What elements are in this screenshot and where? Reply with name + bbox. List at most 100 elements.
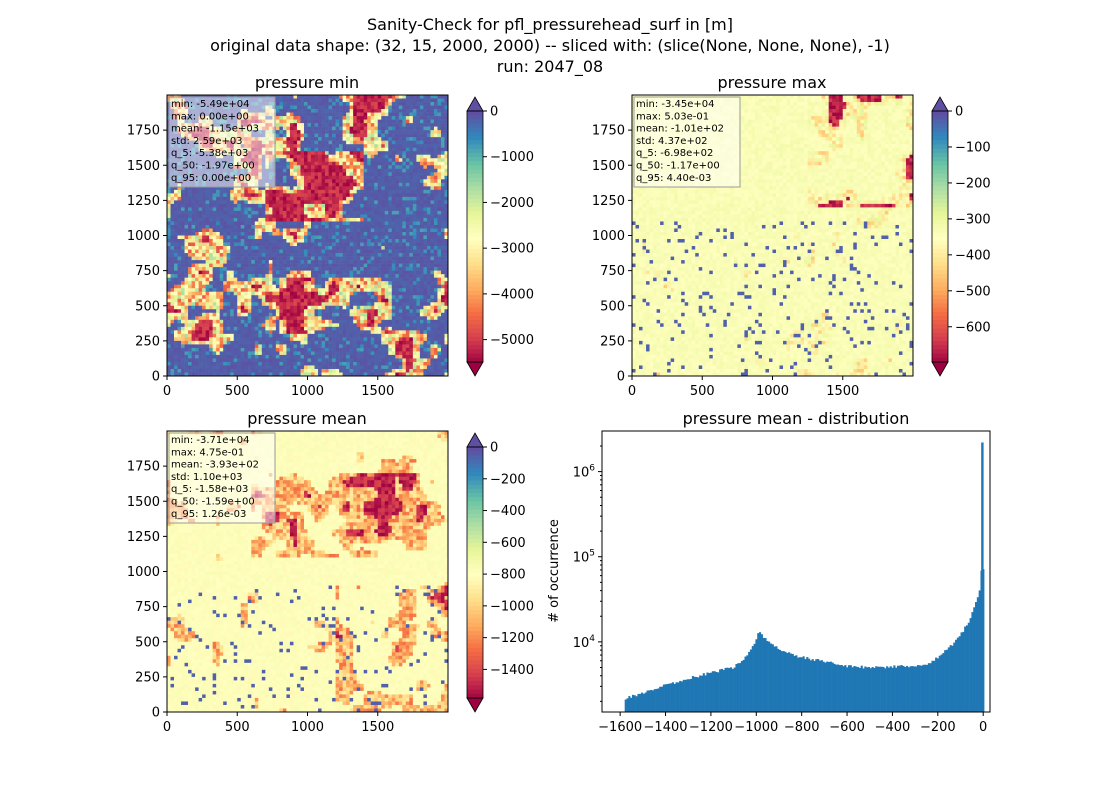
histogram-bar [900, 665, 903, 712]
colorbar-segment [467, 656, 483, 661]
histogram-bar [978, 590, 981, 712]
histogram-bar [875, 666, 878, 712]
panel-pressure-mean: pressure mean 0 500 1000 1500 0 250 500 750 1000… [127, 409, 534, 735]
histogram-bar [965, 625, 969, 712]
colorbar-segment [467, 341, 483, 346]
colorbar: 0 −1000 −2000 −3000 −4000 −5000 [466, 96, 534, 377]
x-tick-label: 1000 [291, 384, 324, 399]
histogram-bar [755, 639, 758, 712]
colorbar-segment [467, 257, 483, 262]
colorbar-segment [932, 353, 948, 359]
histogram-bar [671, 682, 675, 712]
stats-line: min: -3.71e+04 [171, 435, 250, 446]
stats-box [168, 96, 276, 188]
histogram-bar [746, 655, 749, 712]
histogram-bar [650, 690, 653, 712]
histogram-bar [858, 667, 861, 712]
histogram-bar [880, 666, 883, 712]
colorbar-segment [467, 244, 483, 250]
histogram-bar [916, 665, 920, 712]
colorbar-segment [467, 269, 483, 275]
colorbar-segment [932, 219, 948, 225]
colorbar-segment [932, 357, 948, 363]
colorbar-segment [467, 664, 483, 670]
stats-line: q_50: -1.17e+00 [636, 161, 720, 172]
colorbar-segment [467, 681, 483, 686]
axes-frame [601, 430, 991, 713]
x-tick-label: −200 [920, 720, 956, 735]
histogram-bar [936, 658, 940, 712]
histogram-bar [873, 668, 876, 712]
y-tick-label: 1250 [592, 194, 625, 209]
colorbar-segment [932, 194, 948, 200]
histogram-bar [960, 632, 963, 712]
colorbar-segment [467, 493, 483, 498]
y-tick-label: 750 [600, 264, 625, 279]
histogram-bar [951, 645, 954, 712]
colorbar-segment [932, 282, 948, 288]
x-tick-label: 1000 [756, 384, 789, 399]
colorbar-extend-min [466, 697, 484, 713]
histogram-bar [691, 676, 694, 712]
y-tick-label: 106 [573, 464, 596, 481]
histogram-bar [809, 660, 812, 712]
x-tick-label: 500 [690, 384, 715, 399]
colorbar-segment [467, 203, 483, 208]
colorbar-segment [467, 543, 483, 548]
histogram-bar [817, 659, 820, 712]
colorbar-segment [932, 211, 948, 216]
histogram-bar [711, 671, 714, 712]
colorbar-segment [467, 455, 483, 460]
colorbar-segment [467, 274, 483, 279]
y-tick-label: 1500 [127, 495, 160, 510]
histogram-bar [757, 633, 760, 712]
colorbar-tick-label: −1000 [490, 599, 534, 614]
histogram-bar [759, 632, 762, 712]
colorbar-segment [932, 207, 948, 212]
colorbar-segment [467, 315, 483, 321]
colorbar-segment [467, 144, 483, 150]
histogram-bar [827, 661, 831, 712]
histogram-bar [642, 693, 645, 712]
histogram-bar [648, 690, 651, 712]
x-tick-label: 1500 [361, 384, 394, 399]
histogram-bar [884, 668, 887, 712]
histogram-bar [722, 669, 725, 712]
colorbar-segment [467, 240, 483, 246]
colorbar-segment [467, 290, 483, 296]
y-tick-label: 500 [600, 299, 625, 314]
colorbar-segment [467, 119, 483, 124]
colorbar-segment [467, 631, 483, 636]
colorbar-segment [467, 459, 483, 465]
histogram-bar [726, 667, 729, 712]
colorbar-segment [932, 198, 948, 204]
histogram-bar [971, 612, 974, 712]
colorbar-segment [467, 311, 483, 317]
histogram-bar [633, 695, 636, 712]
colorbar-tick-label: −3000 [490, 242, 534, 257]
colorbar-segment [932, 332, 948, 338]
histogram-bar [664, 684, 667, 712]
colorbar-segment [467, 336, 483, 342]
colorbar-extend-min [931, 361, 949, 377]
histogram-bar [864, 666, 867, 712]
colorbar-tick-label: 0 [490, 441, 498, 456]
histogram-bar [926, 664, 929, 712]
histogram-bar [646, 690, 649, 712]
colorbar-segment [467, 685, 483, 691]
x-tick-label: −1000 [734, 720, 778, 735]
histogram-bars [624, 442, 985, 712]
colorbar-segment [932, 341, 948, 346]
histogram-bar [851, 667, 854, 712]
histogram-bar [668, 683, 671, 712]
histogram-bar [798, 657, 802, 712]
histogram-bar [976, 597, 979, 712]
histogram-bar [931, 660, 934, 712]
histogram-bar [889, 666, 892, 712]
y-tick-label: 1000 [127, 565, 160, 580]
histogram-bar [775, 646, 778, 712]
stats-line: min: -5.49e+04 [171, 99, 250, 110]
histogram-bar [871, 667, 874, 712]
histogram-bar [784, 651, 787, 712]
histogram-bar [641, 692, 644, 712]
